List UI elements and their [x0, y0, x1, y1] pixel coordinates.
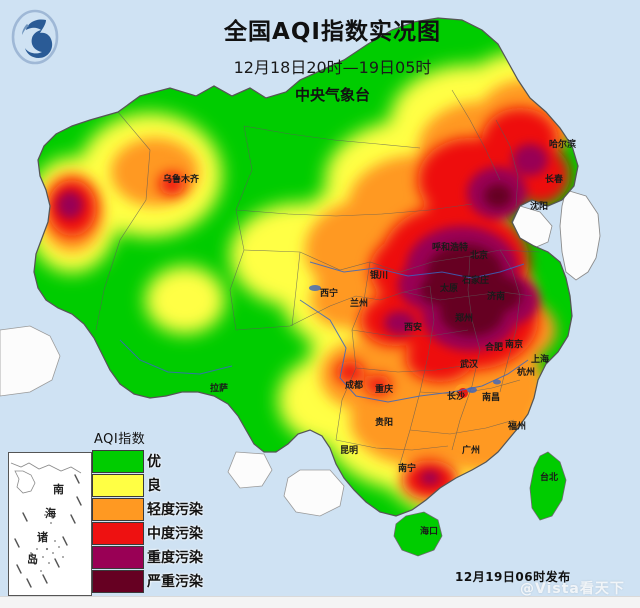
city-label: 呼和浩特 — [432, 243, 469, 253]
legend-label: 严重污染 — [147, 574, 203, 590]
city-label: 海口 — [420, 527, 439, 537]
legend-label: 良 — [147, 478, 161, 494]
inset-label-nan: 南 — [53, 483, 64, 496]
city-label: 西安 — [404, 323, 423, 333]
city-label: 合肥 — [485, 343, 504, 353]
bottom-band — [0, 596, 640, 608]
legend-swatch — [92, 473, 144, 497]
neighbour-landmass — [0, 189, 601, 517]
city-label: 昆明 — [340, 446, 359, 456]
city-label: 重庆 — [375, 385, 394, 395]
city-label: 台北 — [540, 473, 559, 483]
city-label: 杭州 — [517, 368, 536, 378]
city-label: 哈尔滨 — [549, 140, 577, 150]
south-china-sea-inset: 南 海 诸 岛 — [8, 452, 92, 596]
inset-label-zhu: 诸 — [37, 531, 48, 544]
period-label: 12月18日20时—19日05时 — [233, 57, 432, 77]
legend-label: 重度污染 — [147, 550, 203, 566]
city-label: 南宁 — [398, 464, 417, 474]
city-label: 兰州 — [350, 299, 369, 309]
national-border — [33, 17, 579, 517]
city-label: 郑州 — [455, 314, 474, 324]
legend-item: 重度污染 — [92, 545, 203, 569]
city-label: 沈阳 — [530, 202, 549, 212]
city-label: 南昌 — [482, 393, 501, 403]
legend-item: 优 — [92, 449, 203, 473]
legend-swatch — [92, 497, 144, 521]
city-label: 上海 — [531, 355, 550, 365]
watermark: @Vista看天下 — [520, 581, 625, 597]
page-title: 全国AQI指数实况图 — [224, 19, 441, 45]
legend-swatch — [92, 569, 144, 593]
legend-title: AQI指数 — [94, 432, 146, 447]
legend-item: 轻度污染 — [92, 497, 203, 521]
legend-swatch — [92, 449, 144, 473]
aqi-layer-yanzhong — [420, 184, 522, 336]
legend-swatch — [92, 545, 144, 569]
city-label: 太原 — [440, 284, 459, 294]
city-label: 南京 — [505, 340, 524, 350]
cma-dragon-logo — [6, 6, 64, 68]
rivers — [119, 261, 529, 403]
province-boundaries — [95, 89, 541, 465]
city-label: 成都 — [345, 381, 364, 391]
inset-label-hai: 海 — [45, 507, 56, 520]
legend-label: 中度污染 — [147, 526, 203, 542]
city-label: 贵阳 — [375, 418, 394, 428]
title-block: 全国AQI指数实况图 12月18日20时—19日05时 中央气象台 — [200, 18, 465, 105]
legend-item: 中度污染 — [92, 521, 203, 545]
city-label: 长春 — [545, 175, 564, 185]
city-label: 长沙 — [447, 392, 466, 402]
city-label: 石家庄 — [462, 276, 490, 286]
legend-item: 严重污染 — [92, 569, 203, 593]
city-label: 武汉 — [460, 360, 479, 370]
city-label: 广州 — [462, 446, 481, 456]
city-label: 银川 — [370, 271, 389, 281]
city-label: 拉萨 — [210, 384, 229, 394]
release-time-label: 12月19日06时发布 — [455, 570, 571, 584]
city-label: 乌鲁木齐 — [163, 175, 200, 185]
city-label: 西宁 — [320, 289, 339, 299]
city-label: 济南 — [487, 292, 506, 302]
legend-label: 轻度污染 — [147, 502, 203, 518]
legend-item: 良 — [92, 473, 203, 497]
legend: AQI指数 优良轻度污染中度污染重度污染严重污染 — [92, 428, 203, 593]
legend-rows: 优良轻度污染中度污染重度污染严重污染 — [92, 449, 203, 593]
lakes — [309, 285, 501, 393]
city-label: 北京 — [470, 251, 489, 261]
legend-swatch — [92, 521, 144, 545]
inset-label-dao: 岛 — [27, 553, 38, 566]
city-label: 福州 — [508, 422, 527, 432]
issuer-label: 中央气象台 — [294, 85, 370, 104]
legend-label: 优 — [147, 454, 161, 470]
island-provinces — [393, 451, 567, 557]
